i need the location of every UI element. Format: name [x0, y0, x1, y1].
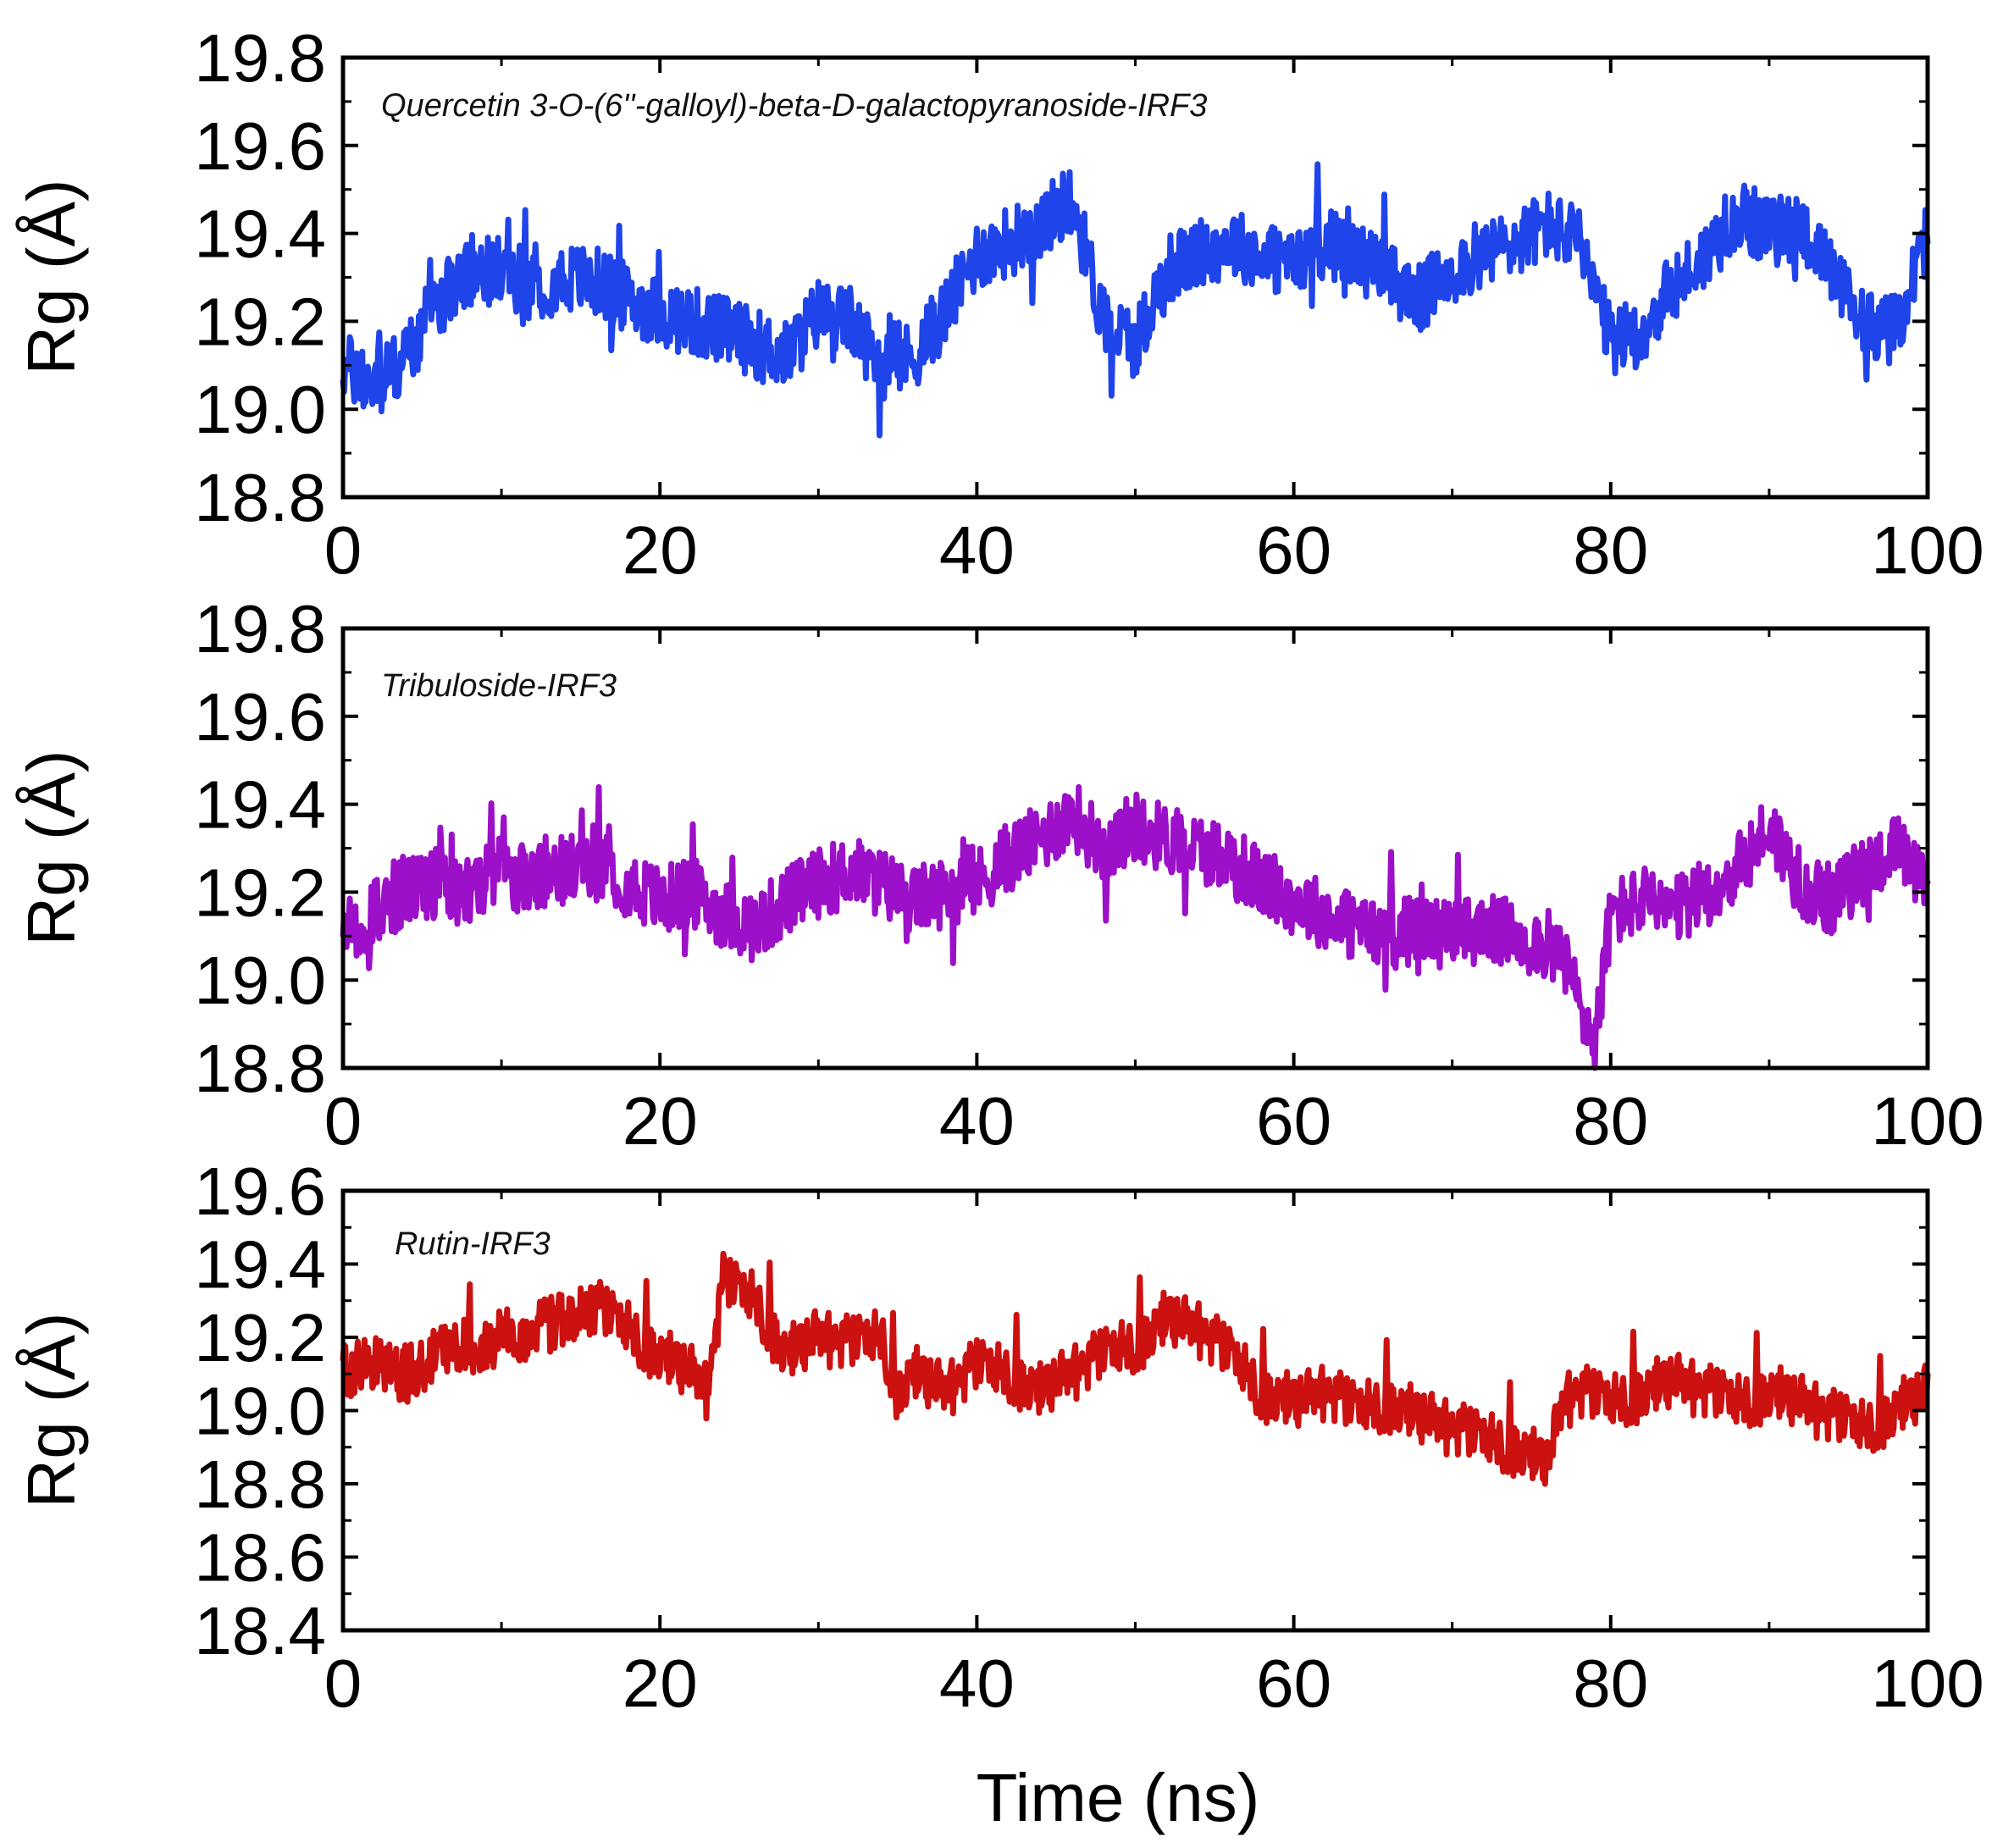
y-tick-label: 19.0	[194, 372, 326, 447]
x-tick-label: 40	[939, 1083, 1015, 1159]
x-tick-label: 100	[1871, 1646, 1984, 1721]
panel-3-ticks: 0 20 40 60 80 100 18.418.618.819.019.219.419.6	[194, 1154, 1984, 1721]
panel-2: 0 20 40 60 80 100 18.8 19.0 19.2 19.4 19.6 19.8 Tri…	[14, 591, 1984, 1159]
x-tick-label: 100	[1871, 512, 1984, 588]
y-tick-label: 18.8	[194, 1447, 326, 1522]
y-tick-label: 18.4	[194, 1593, 326, 1668]
y-tick-label: 19.0	[194, 943, 326, 1018]
y-tick-label: 19.2	[194, 284, 326, 359]
y-tick-label: 18.6	[194, 1520, 326, 1596]
x-tick-label: 0	[324, 512, 362, 588]
panel-1-ticks: 0 20 40 60 80 100 18.8 19.0 19.2 19.4 19.6 19.8	[194, 20, 1984, 588]
x-tick-label: 20	[622, 1083, 698, 1159]
x-tick-label: 20	[622, 512, 698, 588]
x-tick-label: 60	[1256, 1646, 1331, 1721]
panel-3-y-label: Rg (Å)	[14, 1312, 89, 1508]
panel-2-trace	[340, 783, 1931, 1071]
y-tick-label: 19.2	[194, 1300, 326, 1375]
y-tick-label: 19.0	[194, 1374, 326, 1449]
panel-1-y-label: Rg (Å)	[14, 179, 89, 374]
y-tick-label: 18.8	[194, 1031, 326, 1106]
y-tick-label: 19.8	[194, 20, 326, 96]
panel-1-title: Quercetin 3-O-(6''-galloyl)-beta-D-galac…	[381, 88, 1207, 124]
y-tick-label: 19.8	[194, 591, 326, 667]
x-tick-label: 60	[1256, 512, 1331, 588]
x-tick-label: 60	[1256, 1083, 1331, 1159]
x-tick-label: 40	[939, 1646, 1015, 1721]
x-tick-label: 40	[939, 512, 1015, 588]
panel-3: 0 20 40 60 80 100 18.418.618.819.019.219.419.6…	[14, 1154, 1984, 1721]
y-tick-label: 19.4	[194, 767, 326, 843]
y-tick-label: 19.6	[194, 108, 326, 184]
x-tick-label: 20	[622, 1646, 698, 1721]
panel-3-title: Rutin-IRF3	[395, 1226, 551, 1262]
x-tick-label: 0	[324, 1083, 362, 1159]
panel-1-trace	[340, 161, 1931, 439]
y-tick-label: 19.6	[194, 1154, 326, 1229]
panel-3-trace	[340, 1250, 1931, 1487]
panel-1: 0 20 40 60 80 100 18.8 19.0 19.2 19.4 19.6 19.8 Que…	[14, 20, 1984, 588]
x-tick-label: 80	[1573, 1646, 1648, 1721]
x-tick-label: 80	[1573, 512, 1648, 588]
y-tick-label: 18.8	[194, 460, 326, 535]
y-tick-label: 19.4	[194, 196, 326, 272]
x-tick-label: 0	[324, 1646, 362, 1721]
panel-2-y-label: Rg (Å)	[14, 750, 89, 945]
panel-2-title: Tribuloside-IRF3	[381, 668, 617, 704]
panel-2-ticks: 0 20 40 60 80 100 18.8 19.0 19.2 19.4 19.6 19.8	[194, 591, 1984, 1159]
x-axis-title: Time (ns)	[977, 1760, 1260, 1835]
x-tick-label: 80	[1573, 1083, 1648, 1159]
x-tick-label: 100	[1871, 1083, 1984, 1159]
y-tick-label: 19.2	[194, 855, 326, 930]
panel-3-frame	[340, 1188, 1930, 1633]
y-tick-label: 19.4	[194, 1227, 326, 1303]
y-tick-label: 19.6	[194, 679, 326, 755]
